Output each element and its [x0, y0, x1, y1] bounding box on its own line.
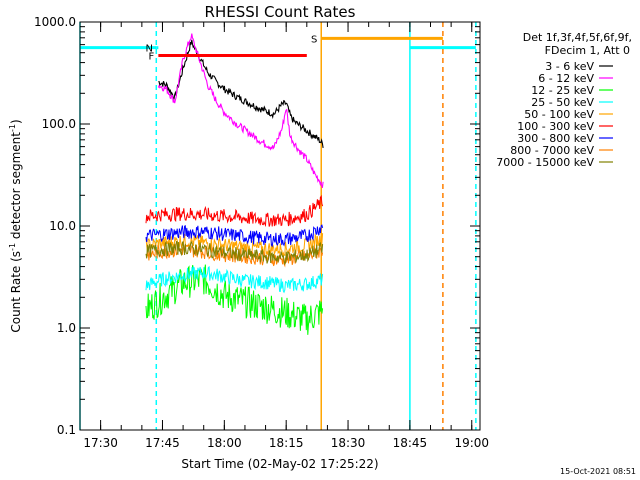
y-axis-label-mid: detector segment: [9, 132, 23, 243]
y-axis-label-exp2: -1: [8, 124, 17, 132]
state-label-f: F: [148, 51, 154, 62]
series-line-12-25-kev: [145, 264, 324, 335]
footer-timestamp: 15-Oct-2021 08:51: [560, 467, 636, 476]
x-tick-label: 17:45: [145, 436, 180, 450]
x-tick-label: 19:00: [454, 436, 489, 450]
series-line-100-300-kev: [145, 194, 324, 228]
series-line-300-800-kev: [145, 224, 324, 248]
x-axis-label: Start Time (02-May-02 17:25:22): [181, 457, 378, 471]
x-tick-label: 17:30: [83, 436, 118, 450]
y-tick-label: 1.0: [57, 321, 76, 335]
y-tick-label: 0.1: [57, 423, 76, 437]
series-line-3-6-kev: [158, 39, 324, 148]
y-axis-label-end: ): [9, 119, 23, 124]
plot-area: NF S: [79, 21, 481, 431]
y-axis-label-exp1: -1: [8, 243, 17, 251]
legend-label-3-6-kev: 3 - 6 keV: [545, 60, 594, 73]
y-axis-label: Count Rate (s-1 detector segment-1): [8, 119, 23, 332]
x-tick-label: 18:30: [331, 436, 366, 450]
series-line-25-50-kev: [145, 265, 324, 294]
legend-header-line-2: FDecim 1, Att 0: [545, 44, 630, 57]
legend-label-800-7000-kev: 800 - 7000 keV: [510, 144, 594, 157]
y-axis-label-main: Count Rate (s: [9, 251, 23, 333]
y-tick-label: 100.0: [42, 117, 76, 131]
legend-label-300-800-kev: 300 - 800 keV: [517, 132, 594, 145]
legend-label-6-12-kev: 6 - 12 keV: [538, 72, 594, 85]
chart-title: RHESSI Count Rates: [205, 3, 356, 21]
x-tick-label: 18:15: [269, 436, 304, 450]
y-tick-label: 10.0: [49, 219, 76, 233]
legend-header-line-1: Det 1f,3f,4f,5f,6f,9f,: [523, 31, 632, 44]
legend: Det 1f,3f,4f,5f,6f,9f, FDecim 1, Att 0 3…: [496, 31, 632, 169]
y-tick-label: 1000.0: [34, 15, 76, 29]
x-tick-label: 18:00: [207, 436, 242, 450]
plot-frame: [79, 21, 481, 431]
x-tick-label: 18:45: [393, 436, 428, 450]
legend-label-100-300-kev: 100 - 300 keV: [517, 120, 594, 133]
legend-label-50-100-kev: 50 - 100 keV: [524, 108, 594, 121]
legend-label-7000-15000-kev: 7000 - 15000 keV: [496, 156, 594, 169]
state-label-n: N: [146, 44, 153, 55]
series-line-50-100-kev: [145, 233, 324, 256]
state-label-s: S: [311, 34, 317, 45]
series-line-7000-15000-kev: [145, 240, 324, 266]
legend-label-12-25-kev: 12 - 25 keV: [531, 84, 594, 97]
legend-label-25-50-kev: 25 - 50 keV: [531, 96, 594, 109]
